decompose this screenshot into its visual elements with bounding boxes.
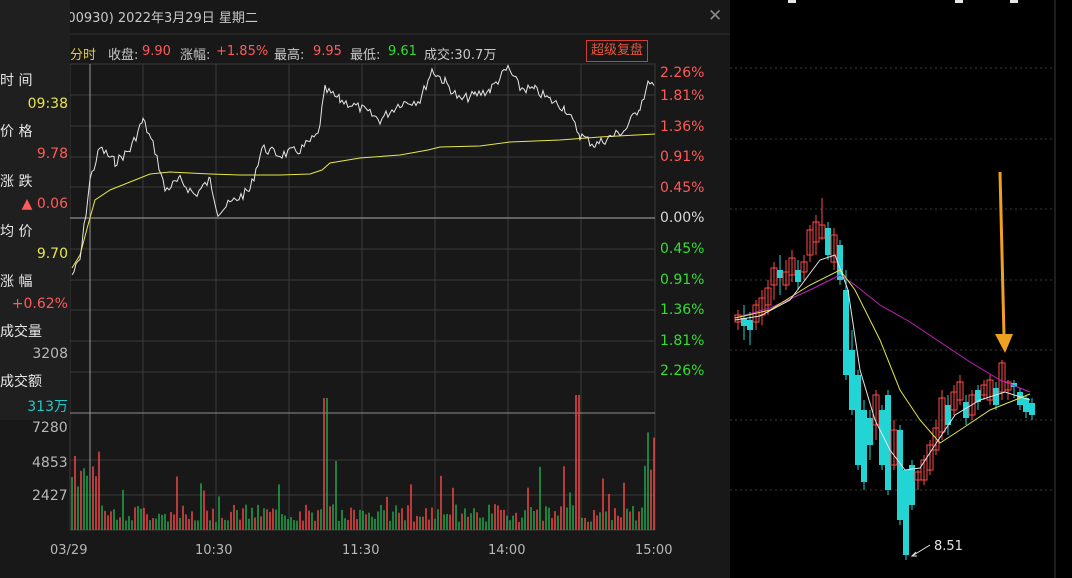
price-line xyxy=(71,64,655,276)
time-tick-1130: 11:30 xyxy=(342,543,380,558)
avg-label: 均 价 xyxy=(0,224,33,240)
candle-body-down xyxy=(993,388,999,405)
candle-body-down xyxy=(795,270,801,282)
candle-body-down xyxy=(837,245,843,280)
candle-body-up xyxy=(782,271,790,286)
candle-body-down xyxy=(843,290,849,375)
volume-label: 成交量 xyxy=(0,324,42,340)
candle-body-down xyxy=(861,410,867,482)
price-value: 9.78 xyxy=(36,146,68,162)
super-replay-button[interactable]: 超级复盘 xyxy=(586,40,649,62)
change-label: 涨幅: xyxy=(180,48,211,63)
candle-body-down xyxy=(897,430,903,520)
candle-body-down xyxy=(909,465,915,505)
candlestick-chart[interactable]: 8.51 xyxy=(730,0,1072,578)
pct-tick-down-0: 0.45% xyxy=(660,241,705,257)
low-price-annotation: 8.51 xyxy=(934,539,963,554)
candle-body-up xyxy=(788,257,796,276)
candle-body-down xyxy=(747,320,753,330)
candle-body-down xyxy=(825,228,831,255)
volume-tick-1: 4853 xyxy=(32,455,68,471)
candle-body-down xyxy=(867,418,873,445)
change-label-panel: 涨 跌 xyxy=(0,174,33,190)
candle-body-down xyxy=(945,405,951,425)
close-label: 收盘: xyxy=(108,48,139,63)
low-value: 9.61 xyxy=(388,44,417,59)
high-label: 最高: xyxy=(274,48,305,63)
candle-body-down xyxy=(1023,398,1029,412)
change-value-panel: ▲ 0.06 xyxy=(21,196,68,212)
time-tick-open: 03/29 xyxy=(50,543,88,558)
pct-label: 涨 幅 xyxy=(0,274,33,290)
volume-summary: 成交:30.7万 xyxy=(424,48,497,63)
time-value: 09:38 xyxy=(27,96,68,112)
pct-tick-up-3: 0.91% xyxy=(660,149,705,165)
pct-tick-down-1: 0.91% xyxy=(660,272,705,288)
time-tick-1500: 15:00 xyxy=(635,543,673,558)
close-icon[interactable]: ✕ xyxy=(708,6,723,26)
pct-tick-zero: 0.00% xyxy=(660,210,705,226)
pct-tick-up-0: 2.26% xyxy=(660,65,705,81)
pct-tick-down-2: 1.36% xyxy=(660,302,705,318)
pct-tick-down-3: 1.81% xyxy=(660,333,705,349)
candle-body-up xyxy=(968,394,976,416)
candle-body-down xyxy=(903,470,909,555)
moving-average-short xyxy=(734,254,1031,471)
candle-body-down xyxy=(849,350,855,410)
volume-tick-2: 2427 xyxy=(32,488,68,504)
highlight-arrow-icon xyxy=(995,171,1013,353)
time-tick-1400: 14:00 xyxy=(488,543,526,558)
pct-value: +0.62% xyxy=(11,296,68,312)
volume-tick-0: 7280 xyxy=(32,420,68,436)
pct-tick-up-2: 1.36% xyxy=(660,119,705,135)
candle-body-up xyxy=(998,362,1006,393)
mode-label[interactable]: 分时 xyxy=(70,48,97,63)
info-panel: 时 间 09:38 价 格 9.78 涨 跌 ▲ 0.06 均 价 9.70 涨… xyxy=(0,0,70,420)
time-label: 时 间 xyxy=(0,73,33,89)
candle-body-down xyxy=(1029,403,1035,415)
candle-body-down xyxy=(741,318,747,326)
candle-body-down xyxy=(975,390,981,402)
candle-body-up xyxy=(800,261,808,273)
avg-value: 9.70 xyxy=(36,246,68,262)
moving-average-mid xyxy=(734,269,1031,444)
pct-tick-up-4: 0.45% xyxy=(660,180,705,196)
candle-body-down xyxy=(963,402,969,418)
volume-value: 3208 xyxy=(32,346,68,362)
change-value: +1.85% xyxy=(216,44,269,59)
candle-body-up xyxy=(764,287,772,306)
candle-body-up xyxy=(956,381,964,401)
pct-tick-down-4: 2.26% xyxy=(660,363,705,379)
amount-value: 313万 xyxy=(27,399,68,415)
close-value: 9.90 xyxy=(142,44,171,59)
average-price-line xyxy=(71,133,656,269)
low-label: 最低: xyxy=(350,48,381,63)
candle-body-up xyxy=(950,391,958,411)
candle-body-down xyxy=(777,270,783,278)
candle-body-down xyxy=(879,410,885,465)
price-label: 价 格 xyxy=(0,124,33,140)
candle-body-down xyxy=(885,395,891,490)
amount-label: 成交额 xyxy=(0,374,42,390)
moving-average-long xyxy=(734,274,1031,393)
candle-body-down xyxy=(1011,383,1017,387)
time-tick-1030: 10:30 xyxy=(195,543,233,558)
candle-body-down xyxy=(855,375,861,465)
intraday-chart[interactable] xyxy=(0,0,730,578)
high-value: 9.95 xyxy=(313,44,342,59)
pct-tick-up-1: 1.81% xyxy=(660,88,705,104)
